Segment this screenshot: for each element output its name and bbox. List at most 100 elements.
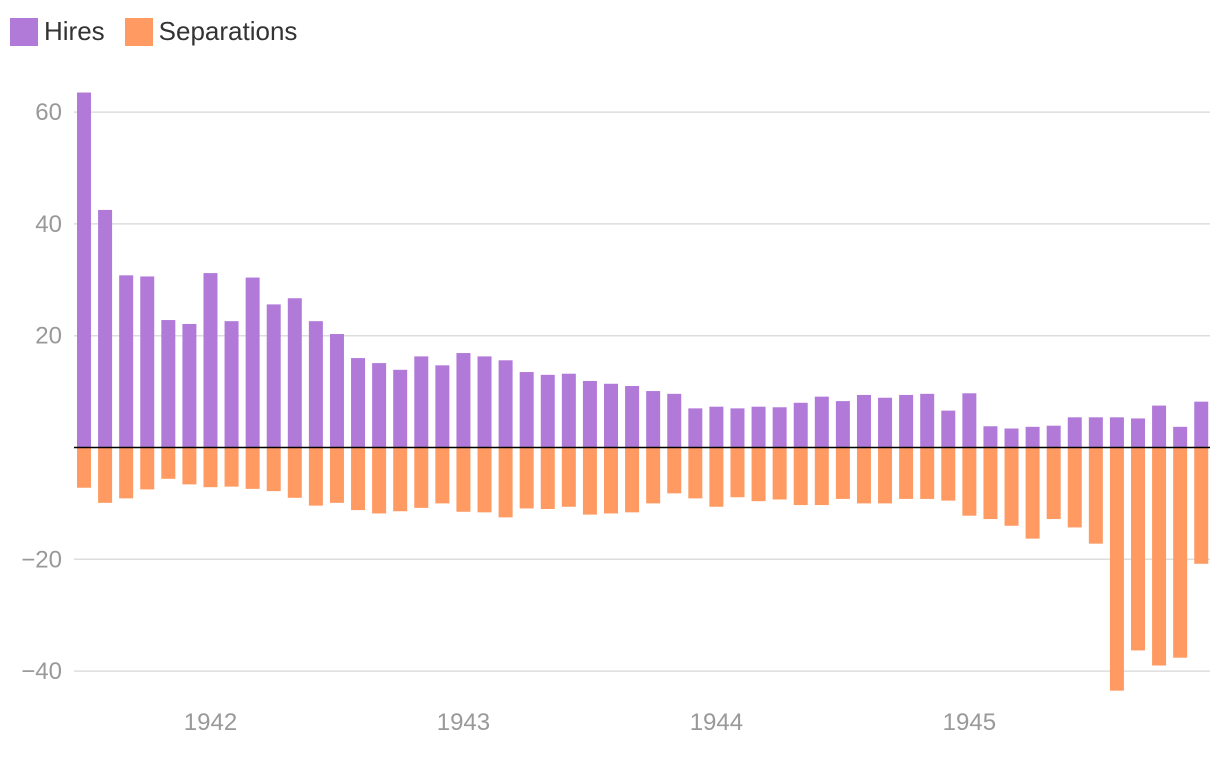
bar-hires[interactable] <box>414 356 429 448</box>
bar-separations[interactable] <box>983 447 998 520</box>
bar-hires[interactable] <box>899 394 914 448</box>
bar-hires[interactable] <box>835 401 850 448</box>
bar-separations[interactable] <box>1046 447 1061 520</box>
bar-hires[interactable] <box>983 426 998 448</box>
bar-separations[interactable] <box>646 447 661 504</box>
bar-separations[interactable] <box>688 447 703 499</box>
bar-separations[interactable] <box>203 447 218 488</box>
bar-separations[interactable] <box>856 447 871 504</box>
bar-hires[interactable] <box>751 406 766 448</box>
bar-separations[interactable] <box>814 447 829 506</box>
bar-separations[interactable] <box>540 447 555 509</box>
bar-separations[interactable] <box>1004 447 1019 526</box>
bar-hires[interactable] <box>667 393 682 448</box>
bar-hires[interactable] <box>1046 425 1061 448</box>
bar-separations[interactable] <box>372 447 387 514</box>
bar-separations[interactable] <box>835 447 850 499</box>
bar-hires[interactable] <box>1152 405 1167 448</box>
bar-hires[interactable] <box>962 393 977 448</box>
bar-hires[interactable] <box>1131 418 1145 448</box>
bar-hires[interactable] <box>878 397 893 448</box>
bar-separations[interactable] <box>119 447 134 499</box>
bar-hires[interactable] <box>582 380 597 448</box>
bar-hires[interactable] <box>814 396 829 448</box>
bar-hires[interactable] <box>1194 401 1209 448</box>
bar-separations[interactable] <box>582 447 597 515</box>
bar-hires[interactable] <box>245 277 260 448</box>
bar-separations[interactable] <box>625 447 640 513</box>
bar-separations[interactable] <box>287 447 302 498</box>
bar-hires[interactable] <box>435 365 450 448</box>
bar-separations[interactable] <box>1088 447 1103 544</box>
bar-separations[interactable] <box>266 447 281 492</box>
bar-separations[interactable] <box>878 447 893 504</box>
bar-separations[interactable] <box>351 447 366 511</box>
bar-separations[interactable] <box>1131 447 1145 651</box>
bar-hires[interactable] <box>1173 426 1188 448</box>
bar-hires[interactable] <box>941 410 956 448</box>
bar-separations[interactable] <box>393 447 408 512</box>
bar-separations[interactable] <box>1194 447 1209 564</box>
bar-hires[interactable] <box>351 358 366 448</box>
bar-separations[interactable] <box>308 447 323 506</box>
bar-separations[interactable] <box>1109 447 1124 691</box>
bar-hires[interactable] <box>161 320 176 448</box>
bar-hires[interactable] <box>519 372 534 448</box>
bar-hires[interactable] <box>856 394 871 448</box>
bar-separations[interactable] <box>667 447 682 494</box>
bar-hires[interactable] <box>140 276 155 448</box>
bar-separations[interactable] <box>561 447 576 507</box>
bar-hires[interactable] <box>119 275 134 448</box>
bar-hires[interactable] <box>688 408 703 448</box>
bar-hires[interactable] <box>1109 417 1124 448</box>
bar-separations[interactable] <box>920 447 935 499</box>
bar-hires[interactable] <box>1025 426 1040 448</box>
bar-separations[interactable] <box>329 447 344 503</box>
bar-separations[interactable] <box>751 447 766 502</box>
bar-separations[interactable] <box>1152 447 1167 666</box>
bar-hires[interactable] <box>561 373 576 448</box>
bar-separations[interactable] <box>604 447 618 514</box>
bar-hires[interactable] <box>372 363 387 448</box>
bar-separations[interactable] <box>709 447 724 507</box>
bar-hires[interactable] <box>203 273 218 448</box>
bar-separations[interactable] <box>77 447 91 488</box>
bar-hires[interactable] <box>540 374 555 448</box>
bar-hires[interactable] <box>920 393 935 448</box>
legend-item-hires[interactable]: Hires <box>10 16 105 47</box>
bar-hires[interactable] <box>329 334 344 448</box>
bar-hires[interactable] <box>308 321 323 448</box>
bar-separations[interactable] <box>1173 447 1188 658</box>
bar-separations[interactable] <box>772 447 787 500</box>
bar-hires[interactable] <box>224 321 239 448</box>
bar-hires[interactable] <box>393 369 408 448</box>
bar-hires[interactable] <box>625 386 640 448</box>
bar-hires[interactable] <box>287 298 302 448</box>
bar-separations[interactable] <box>435 447 450 504</box>
bar-hires[interactable] <box>709 406 724 448</box>
bar-hires[interactable] <box>1067 417 1082 448</box>
bar-hires[interactable] <box>98 209 113 448</box>
bar-separations[interactable] <box>962 447 977 516</box>
bar-separations[interactable] <box>730 447 745 498</box>
bar-separations[interactable] <box>98 447 113 503</box>
bar-hires[interactable] <box>266 304 281 448</box>
bar-separations[interactable] <box>456 447 471 512</box>
bar-hires[interactable] <box>772 407 787 448</box>
bar-separations[interactable] <box>899 447 914 499</box>
bar-separations[interactable] <box>793 447 808 506</box>
bar-separations[interactable] <box>161 447 176 479</box>
bar-hires[interactable] <box>77 92 91 448</box>
bar-separations[interactable] <box>519 447 534 509</box>
bar-separations[interactable] <box>224 447 239 487</box>
bar-hires[interactable] <box>477 356 492 448</box>
bar-hires[interactable] <box>498 360 513 448</box>
bar-separations[interactable] <box>245 447 260 489</box>
bar-hires[interactable] <box>182 323 197 448</box>
bar-separations[interactable] <box>941 447 956 501</box>
bar-hires[interactable] <box>1004 428 1019 448</box>
bar-separations[interactable] <box>498 447 513 518</box>
legend-item-separations[interactable]: Separations <box>124 16 297 47</box>
bar-hires[interactable] <box>730 408 745 448</box>
bar-separations[interactable] <box>414 447 429 508</box>
